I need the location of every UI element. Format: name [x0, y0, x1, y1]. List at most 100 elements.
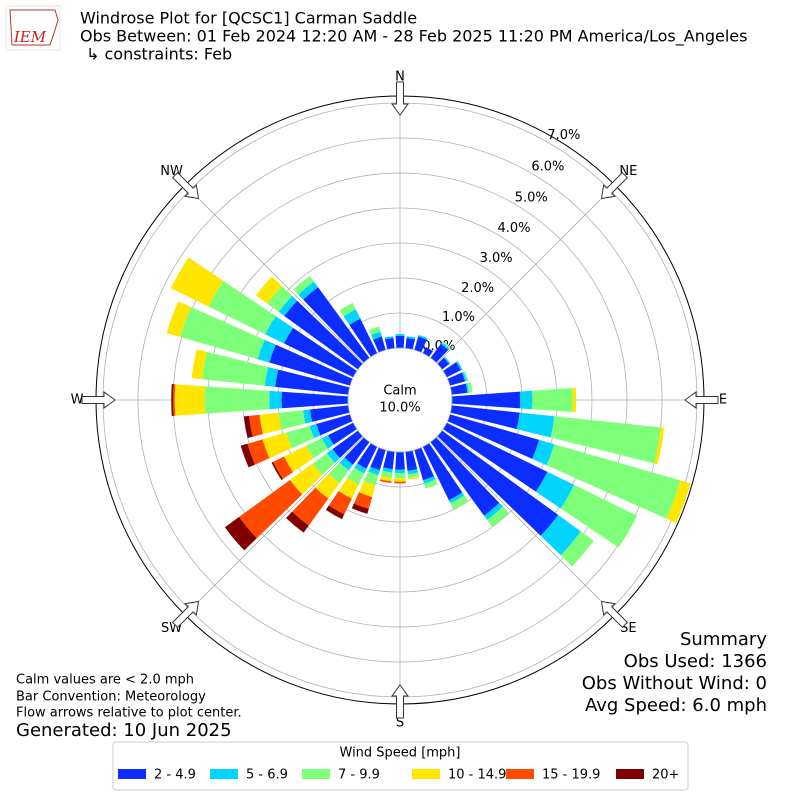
bar-segment: [395, 335, 405, 349]
bar-segment: [384, 336, 394, 340]
bar-segment: [208, 280, 276, 335]
direction-arrow: [391, 684, 409, 719]
legend-label: 15 - 19.9: [542, 768, 600, 783]
bar-segment: [267, 286, 293, 312]
bar-segment: [312, 453, 335, 476]
calm-value: 10.0%: [379, 401, 420, 416]
bar-segment: [292, 487, 329, 526]
bar-segment: [239, 479, 303, 539]
direction-arrow: [600, 600, 629, 629]
bar-segment: [373, 336, 386, 353]
legend: 2 - 4.9 5 - 6.9 7 - 9.9 10 - 14.9 15 - 19.9 2…: [118, 768, 679, 783]
bar-segment: [405, 337, 416, 350]
bar-segment: [408, 475, 420, 480]
bar-segment: [484, 502, 503, 520]
bar-segment: [298, 281, 319, 300]
bar-segment: [540, 514, 581, 556]
bar-segment: [463, 371, 469, 381]
bar-segment: [255, 276, 283, 304]
bar-segment: [309, 405, 350, 422]
summary-line: Summary: [680, 629, 767, 650]
bar-segment: [414, 336, 427, 353]
bar-segment: [338, 477, 359, 499]
bar-segment: [349, 318, 378, 357]
chart-title: Windrose Plot for [QCSC1] Carman Saddle: [80, 9, 417, 28]
bar-segment: [269, 344, 353, 386]
summary-line: Obs Without Wind: 0: [582, 673, 767, 694]
bar-segment: [247, 439, 270, 465]
constraints: ↳ constraints: Feb: [86, 45, 232, 64]
bar-segment: [450, 383, 468, 395]
legend-swatch: [302, 769, 330, 779]
bar-segment: [394, 472, 406, 479]
bar-segment: [357, 443, 378, 469]
calm-label: Calm: [383, 384, 416, 399]
bar-segment: [278, 410, 306, 430]
bar-segment: [332, 430, 363, 459]
bar-segment: [321, 435, 334, 449]
bar-segment: [395, 451, 405, 470]
bar-segment: [171, 384, 174, 416]
bar-segment: [443, 422, 548, 492]
bar-segment: [430, 343, 449, 363]
bar-segment: [371, 331, 382, 340]
direction-arrow: [171, 600, 200, 629]
legend-label: 10 - 14.9: [448, 768, 506, 783]
spoke: [436, 184, 616, 364]
bar-segment: [666, 480, 691, 523]
bar-segment: [309, 423, 321, 439]
bar-segment: [170, 257, 224, 307]
bar-segment: [224, 516, 257, 551]
bar-segment: [448, 492, 465, 504]
bar-segment: [343, 309, 361, 325]
spoke: [436, 436, 616, 616]
direction-label: W: [71, 393, 84, 408]
note: Calm values are < 2.0 mph: [16, 673, 194, 688]
bar-segment: [368, 466, 380, 476]
bar-segment: [326, 449, 340, 463]
bar-segment: [380, 475, 392, 482]
bar-segment: [443, 362, 461, 378]
bar-segment: [293, 275, 314, 295]
legend-title: Wind Speed [mph]: [340, 746, 461, 761]
bar-segment: [278, 295, 298, 316]
bar-segment: [450, 495, 469, 510]
bar-segment: [516, 412, 555, 438]
spoke: [184, 184, 364, 364]
direction-arrow: [171, 171, 200, 200]
bar-segment: [461, 371, 467, 382]
logo: IEM: [5, 5, 61, 51]
bar-segment: [353, 492, 373, 509]
direction-label: N: [395, 70, 405, 85]
r-tick-label: 2.0%: [461, 281, 494, 296]
bar-segment: [240, 443, 255, 468]
bar-segment: [456, 361, 463, 371]
bar-segment: [422, 443, 463, 501]
bar-segment: [441, 340, 451, 349]
bar-segment: [368, 326, 381, 335]
chart-subtitle: Obs Between: 01 Feb 2024 12:20 AM - 28 F…: [80, 27, 747, 47]
bar-segment: [395, 334, 405, 336]
legend-box: [112, 741, 689, 791]
legend-swatch: [616, 769, 644, 779]
legend-swatch: [412, 769, 440, 779]
logo-outline: [9, 9, 59, 46]
bar-segment: [328, 490, 352, 515]
logo-text: IEM: [13, 28, 47, 46]
plot: 0.0%1.0%2.0%3.0%4.0%5.0%6.0%7.0%: [95, 95, 705, 705]
bar-segment: [271, 461, 283, 480]
bar-segment: [465, 383, 470, 393]
bar-segment: [437, 430, 559, 536]
legend-swatch: [506, 769, 534, 779]
calm-circle: [347, 347, 453, 453]
bar-segment: [381, 470, 393, 478]
bar-segment: [344, 437, 370, 465]
bar-segment: [423, 479, 438, 489]
bar-segment: [654, 427, 665, 465]
bar-segment: [284, 300, 363, 370]
legend-swatch: [210, 769, 238, 779]
bar-segment: [166, 301, 192, 337]
bar-segment: [173, 384, 176, 416]
bar-segment: [546, 444, 681, 519]
